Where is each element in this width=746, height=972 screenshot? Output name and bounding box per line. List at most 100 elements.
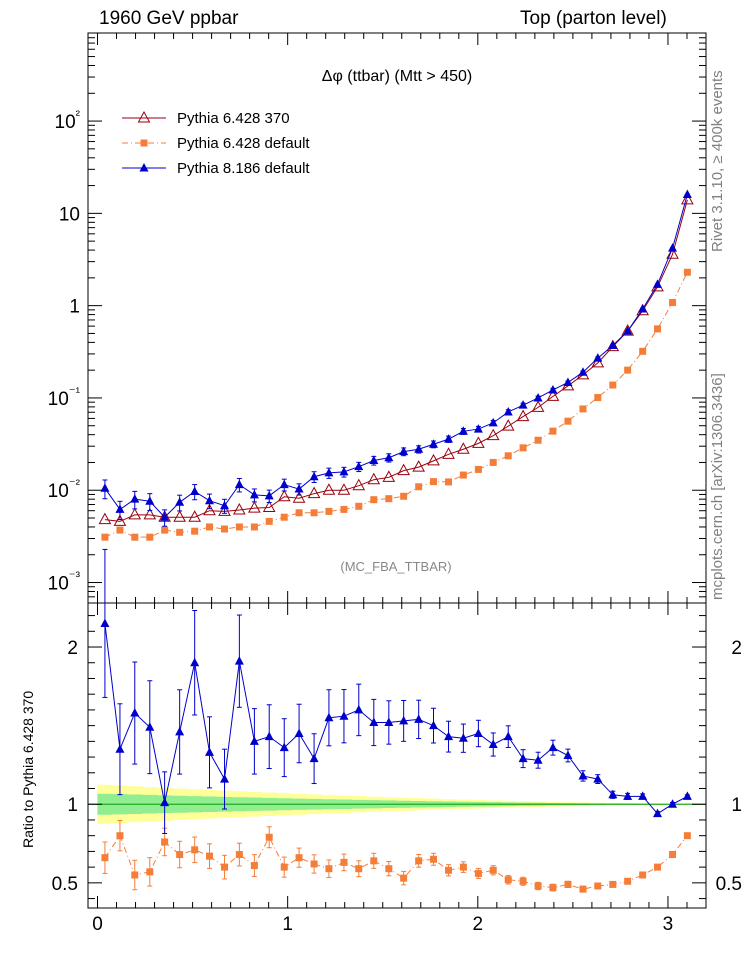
- ratio-point: [564, 880, 572, 888]
- data-point: [548, 384, 558, 394]
- ratio-point: [549, 884, 557, 892]
- data-point: [309, 471, 319, 481]
- data-point: [472, 436, 485, 448]
- data-point: [279, 479, 289, 489]
- ratio-point: [682, 791, 692, 800]
- data-point: [355, 502, 363, 510]
- data-point: [354, 461, 364, 471]
- ratio-point: [176, 851, 184, 859]
- data-point: [339, 466, 349, 476]
- data-point: [175, 497, 185, 506]
- data-point: [489, 458, 497, 466]
- ratio-point: [325, 865, 333, 873]
- ratio-point: [370, 857, 378, 865]
- data-point: [668, 243, 678, 252]
- data-point: [205, 495, 215, 505]
- ratio-point: [473, 728, 483, 737]
- ratio-point: [310, 860, 318, 868]
- ratio-point: [415, 857, 423, 865]
- legend-marker: [140, 139, 148, 147]
- ratio-point: [175, 726, 185, 736]
- data-point: [367, 472, 381, 485]
- ratio-point: [608, 789, 618, 799]
- data-point: [623, 326, 633, 335]
- ratio-point: [355, 865, 363, 873]
- data-point: [340, 505, 348, 513]
- data-point: [501, 419, 515, 431]
- ratio-point: [458, 733, 468, 742]
- ratio-plot-frame: [87, 602, 707, 909]
- data-point: [653, 279, 663, 288]
- ratio-point: [309, 753, 319, 763]
- data-point: [593, 353, 603, 362]
- data-point: [101, 533, 109, 541]
- data-point: [115, 504, 125, 513]
- data-point: [488, 417, 498, 427]
- ratio-line-0: [104, 834, 688, 890]
- data-point: [400, 492, 408, 500]
- data-point: [503, 406, 513, 416]
- ratio-point: [594, 882, 602, 890]
- ratio-point: [324, 712, 334, 722]
- data-point: [579, 405, 587, 413]
- data-point: [442, 447, 455, 459]
- ratio-point: [579, 885, 587, 893]
- data-point: [473, 424, 483, 433]
- data-point: [385, 495, 393, 503]
- data-point: [143, 507, 157, 520]
- ratio-point: [250, 862, 258, 870]
- data-point: [384, 452, 394, 462]
- data-point: [161, 526, 169, 534]
- ratio-point: [295, 854, 303, 862]
- ratio-point: [235, 851, 243, 859]
- ratio-point: [100, 618, 110, 627]
- data-point: [609, 381, 617, 389]
- data-point: [265, 517, 273, 525]
- data-point: [160, 512, 170, 521]
- ratio-point: [518, 753, 528, 763]
- data-point: [235, 523, 243, 531]
- data-point: [445, 478, 453, 486]
- legend-marker: [139, 163, 149, 172]
- y-tick-label: 10⁻¹: [48, 384, 81, 410]
- data-point: [429, 439, 439, 448]
- data-point: [130, 494, 140, 503]
- ratio-point: [205, 747, 215, 756]
- y-tick-label: 1: [69, 297, 80, 318]
- ratio-point: [115, 744, 125, 753]
- data-point: [249, 489, 259, 499]
- data-point: [307, 486, 321, 499]
- ratio-point: [234, 656, 244, 665]
- ratio-y-tick-label-right: 0.5: [716, 874, 742, 895]
- ratio-point: [369, 717, 379, 726]
- ratio-point: [668, 799, 678, 808]
- ratio-point: [130, 708, 140, 717]
- data-point: [131, 533, 139, 541]
- series-line-0: [104, 199, 688, 522]
- data-point: [397, 463, 411, 476]
- ratio-y-tick-label-right: 1: [731, 795, 742, 816]
- ratio-point: [249, 736, 259, 745]
- ratio-point: [131, 871, 139, 879]
- ratio-point: [489, 866, 497, 874]
- ratio-point: [503, 731, 513, 741]
- data-point: [100, 483, 110, 492]
- ratio-point: [504, 876, 512, 884]
- ratio-point: [280, 863, 288, 871]
- data-point: [191, 527, 199, 535]
- ratio-point: [384, 717, 394, 726]
- data-point: [325, 507, 333, 515]
- data-point: [412, 460, 426, 472]
- ratio-point: [294, 728, 304, 737]
- ratio-point: [593, 774, 603, 783]
- analysis-id: (MC_FBA_TTBAR): [340, 559, 451, 574]
- data-point: [369, 455, 379, 464]
- data-point: [128, 507, 142, 520]
- data-point: [382, 470, 396, 482]
- data-point: [578, 367, 588, 376]
- data-point: [594, 394, 602, 402]
- ratio-y-tick-label: 1: [67, 795, 78, 816]
- series-line-2: [104, 194, 688, 518]
- ratio-point: [160, 797, 170, 807]
- ratio-point: [206, 852, 214, 860]
